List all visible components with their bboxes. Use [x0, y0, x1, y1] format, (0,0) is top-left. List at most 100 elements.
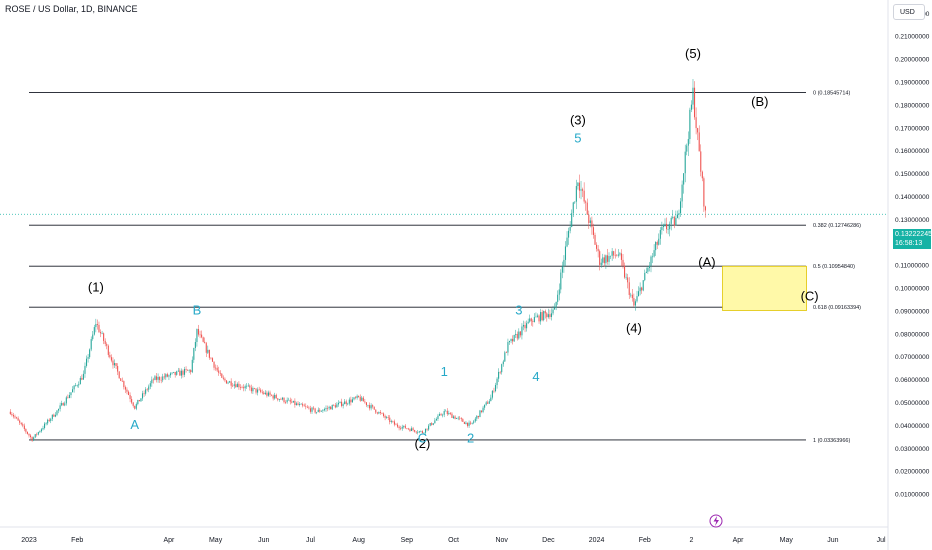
- fib-retracement[interactable]: 0 (0.18545714) 0.382 (0.12746286) 0.5 (0.1…: [29, 90, 861, 444]
- symbol-title[interactable]: ROSE / US Dollar, 1D, BINANCE: [5, 4, 138, 14]
- candle: [614, 248, 616, 259]
- candle: [536, 313, 539, 318]
- candle-body: [23, 425, 25, 430]
- candle: [429, 422, 431, 427]
- candle: [675, 210, 677, 226]
- candle-body: [227, 382, 229, 384]
- candle-body: [57, 408, 60, 411]
- candle: [372, 404, 374, 409]
- candle: [152, 377, 154, 384]
- candle: [317, 407, 319, 413]
- candle: [235, 380, 237, 388]
- candle: [319, 408, 321, 413]
- candle-body: [543, 311, 545, 321]
- candle-body: [479, 410, 481, 418]
- candle-body: [129, 394, 131, 400]
- candle: [435, 417, 437, 421]
- candle: [392, 420, 394, 423]
- candle: [345, 399, 347, 407]
- candle: [438, 412, 441, 417]
- candle: [493, 387, 495, 394]
- candle-body: [521, 326, 523, 336]
- time-tick-label: Apr: [163, 537, 175, 544]
- candle: [246, 383, 248, 389]
- candle: [162, 373, 164, 383]
- candle: [490, 394, 492, 402]
- price-scale[interactable]: 0.01000000 0.02000000 0.03000000 0.04000000…: [895, 11, 930, 499]
- candle: [291, 398, 293, 404]
- wave-label: (3): [570, 112, 586, 127]
- candle-body: [434, 420, 436, 424]
- candle: [673, 215, 675, 229]
- candle: [449, 412, 451, 416]
- candle-body: [597, 248, 599, 252]
- candle-body: [552, 309, 554, 314]
- candle: [197, 324, 200, 337]
- target-zone-box[interactable]: [722, 265, 807, 311]
- candle: [434, 417, 436, 424]
- candle-body: [580, 189, 582, 191]
- plot-area[interactable]: [0, 0, 888, 527]
- candle: [124, 385, 126, 394]
- candle-body: [611, 251, 613, 256]
- wave-label: (A): [698, 254, 715, 269]
- candle: [336, 402, 338, 408]
- currency-button[interactable]: USD: [893, 4, 925, 20]
- candle-body: [656, 241, 658, 245]
- candle: [64, 401, 66, 407]
- candle-body: [396, 424, 399, 427]
- candle-body: [337, 402, 339, 405]
- candle: [653, 244, 655, 258]
- time-tick-label: May: [780, 537, 794, 544]
- candle-body: [502, 361, 504, 365]
- candle: [123, 380, 125, 390]
- candle-body: [330, 406, 332, 410]
- candle-body: [75, 385, 77, 386]
- candle-body: [613, 251, 615, 256]
- candle-body: [71, 389, 74, 393]
- candle: [418, 430, 420, 434]
- candle: [588, 210, 590, 229]
- candle-body: [78, 384, 80, 386]
- candle: [648, 261, 650, 272]
- candle: [299, 402, 301, 407]
- candle: [585, 200, 587, 211]
- time-tick-label: 2023: [21, 537, 37, 544]
- candle-body: [87, 357, 89, 359]
- candle-body: [31, 436, 33, 441]
- candle: [423, 432, 425, 435]
- candle-body: [104, 340, 106, 344]
- candle-body: [566, 237, 568, 247]
- candle: [45, 422, 47, 426]
- time-scale[interactable]: 2023 Feb Apr May Jun Jul Aug Sep Oct Nov Dec 2024 Fe…: [21, 537, 886, 544]
- candle-body: [410, 428, 413, 431]
- candle: [540, 308, 542, 325]
- candle: [85, 355, 88, 368]
- candle: [442, 413, 444, 418]
- target-zone[interactable]: [722, 265, 807, 311]
- candle: [274, 392, 276, 400]
- candle-body: [655, 241, 657, 251]
- candle: [557, 290, 559, 305]
- event-icon[interactable]: [709, 514, 723, 528]
- candle-body: [426, 428, 428, 430]
- candle-body: [477, 415, 479, 418]
- candle: [620, 249, 623, 267]
- candle: [333, 404, 335, 407]
- candle-body: [131, 399, 133, 403]
- candle: [555, 301, 557, 311]
- candle-body: [92, 334, 94, 340]
- candle-body: [120, 378, 122, 382]
- candle-body: [278, 399, 280, 400]
- candle: [132, 401, 134, 408]
- candle: [28, 433, 30, 438]
- candle: [658, 233, 660, 246]
- candle: [602, 253, 604, 265]
- candle-body: [311, 407, 313, 412]
- candle: [510, 338, 512, 344]
- candle: [260, 388, 262, 394]
- candle: [499, 370, 501, 375]
- candle-body: [409, 429, 411, 431]
- candle-body: [65, 397, 67, 404]
